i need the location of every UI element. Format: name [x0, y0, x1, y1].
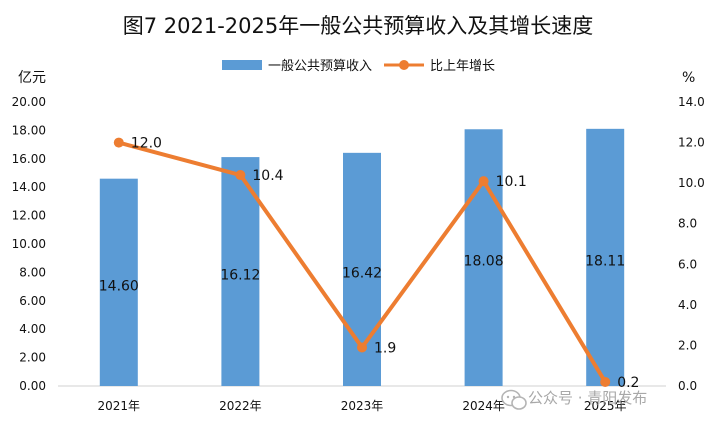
bar-value-label: 16.42: [342, 265, 382, 281]
bar-value-label: 18.08: [464, 254, 504, 270]
left-axis-unit: 亿元: [18, 70, 46, 86]
right-tick-label: 14.0: [678, 95, 705, 109]
left-tick-label: 6.00: [19, 294, 46, 308]
line-value-label: 12.0: [131, 136, 162, 152]
line-point: [357, 342, 367, 353]
line-value-label: 10.1: [496, 174, 527, 190]
left-tick-label: 8.00: [19, 265, 46, 279]
bar: [586, 128, 625, 386]
legend-line-label: 比上年增长: [430, 59, 495, 74]
x-tick-label: 2022年: [219, 399, 262, 413]
right-axis-ticks: 0.0 2.0 4.0 6.0 8.0 10.0 12.0 14.0: [678, 95, 705, 393]
left-tick-label: 0.00: [19, 379, 46, 393]
left-tick-label: 16.00: [12, 152, 46, 166]
bar-series: [99, 128, 625, 386]
bar-value-label: 16.12: [220, 268, 260, 284]
left-axis-ticks: 0.00 2.00 4.00 6.00 8.00 10.00 12.00 14.00 16.00…: [12, 95, 46, 393]
line-point: [235, 170, 246, 181]
line-value-label: 0.2: [617, 375, 639, 391]
x-tick-label: 2025年: [584, 399, 627, 413]
legend-line-marker: [399, 60, 409, 70]
line-point: [113, 137, 124, 148]
left-tick-label: 12.00: [12, 209, 46, 223]
chart-title: 图7 2021-2025年一般公共预算收入及其增长速度: [123, 14, 594, 38]
left-tick-label: 2.00: [19, 351, 46, 365]
bar-value-label: 14.60: [99, 278, 139, 294]
x-axis-ticks: 2021年 2022年 2023年 2024年 2025年: [98, 399, 627, 413]
bar: [464, 129, 503, 386]
left-tick-label: 14.00: [12, 180, 46, 194]
line-value-label: 10.4: [252, 168, 283, 184]
right-tick-label: 0.0: [678, 379, 697, 393]
left-tick-label: 20.00: [12, 95, 46, 109]
right-axis-unit: %: [682, 70, 695, 86]
bar-value-label: 18.11: [585, 253, 625, 269]
watermark-text: 公众号 · 青阳发布: [528, 389, 647, 407]
x-tick-label: 2023年: [341, 399, 384, 413]
line-point: [600, 376, 611, 387]
legend-bar-swatch: [222, 60, 262, 70]
bar-labels: 14.60 16.12 16.42 18.08 18.11: [99, 253, 625, 294]
right-tick-label: 6.0: [678, 257, 697, 271]
legend: 一般公共预算收入 比上年增长: [222, 58, 495, 74]
right-tick-label: 10.0: [678, 176, 705, 190]
line-point: [478, 176, 489, 187]
left-tick-label: 18.00: [12, 123, 46, 137]
wechat-icon: [501, 389, 527, 410]
x-tick-label: 2021年: [98, 399, 141, 413]
right-tick-label: 4.0: [678, 298, 697, 312]
line-labels: 12.0 10.4 1.9 10.1 0.2: [131, 136, 640, 391]
x-tick-label: 2024年: [462, 399, 505, 413]
left-tick-label: 10.00: [12, 237, 46, 251]
right-tick-label: 8.0: [678, 217, 697, 231]
watermark: 公众号 · 青阳发布: [501, 389, 647, 410]
bar: [99, 178, 138, 386]
line-value-label: 1.9: [374, 340, 396, 356]
line-series: [113, 137, 611, 387]
left-tick-label: 4.00: [19, 322, 46, 336]
right-tick-label: 2.0: [678, 338, 697, 352]
right-tick-label: 12.0: [678, 136, 705, 150]
legend-bar-label: 一般公共预算收入: [268, 58, 372, 74]
